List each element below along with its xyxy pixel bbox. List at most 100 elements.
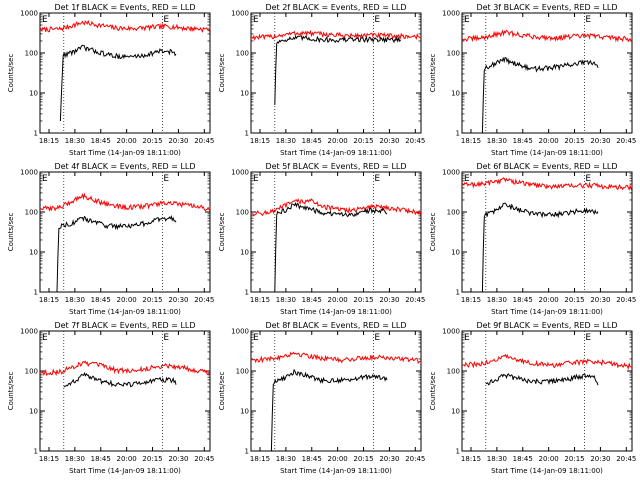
e-marker: E xyxy=(585,174,591,184)
e-marker: E xyxy=(253,15,259,25)
y-tick-label: 1000 xyxy=(231,328,249,336)
x-tick-label: 18:30 xyxy=(65,455,85,463)
x-tick-label: 18:30 xyxy=(276,296,296,304)
chart-panel: Det 7f BLACK = Events, RED = LLD Counts/s… xyxy=(7,321,214,475)
y-tick-label: 100 xyxy=(25,209,38,217)
e-marker: E xyxy=(253,174,259,184)
chart-panel: Det 5f BLACK = Events, RED = LLD Counts/s… xyxy=(218,162,425,316)
x-tick-label: 18:30 xyxy=(487,455,507,463)
series-line-lld xyxy=(461,353,633,371)
chart-title: Det 4f BLACK = Events, RED = LLD xyxy=(54,162,195,171)
y-axis-label: Counts/sec xyxy=(7,372,15,411)
y-tick-label: 10 xyxy=(29,249,38,257)
x-tick-label: 20:45 xyxy=(405,455,425,463)
x-tick-label: 18:15 xyxy=(250,455,270,463)
x-tick-label: 20:30 xyxy=(590,296,610,304)
x-tick-label: 18:45 xyxy=(513,296,533,304)
chart-panel: Det 2f BLACK = Events, RED = LLD Counts/s… xyxy=(218,3,425,157)
x-tick-label: 20:45 xyxy=(616,296,636,304)
x-tick-label: 18:15 xyxy=(461,455,481,463)
y-tick-label: 10 xyxy=(451,90,460,98)
x-tick-label: 20:15 xyxy=(564,455,584,463)
x-tick-label: 20:30 xyxy=(379,296,399,304)
x-axis-label: Start Time (14-Jan-09 18:11:00) xyxy=(69,467,181,475)
x-tick-label: 18:45 xyxy=(513,137,533,145)
e-marker: E xyxy=(585,15,591,25)
x-tick-label: 20:30 xyxy=(379,455,399,463)
e-marker: E xyxy=(374,15,380,25)
x-tick-label: 20:45 xyxy=(194,137,214,145)
plot-frame xyxy=(461,171,633,293)
x-tick-label: 20:00 xyxy=(117,296,137,304)
chart-panel: Det 9f BLACK = Events, RED = LLD Counts/s… xyxy=(429,321,636,475)
y-axis-label: Counts/sec xyxy=(7,54,15,93)
x-tick-label: 20:30 xyxy=(590,455,610,463)
y-tick-label: 1000 xyxy=(20,10,38,18)
chart-title: Det 5f BLACK = Events, RED = LLD xyxy=(265,162,406,171)
y-axis-label: Counts/sec xyxy=(218,54,226,93)
x-axis-label: Start Time (14-Jan-09 18:11:00) xyxy=(69,308,181,316)
x-axis-label: Start Time (14-Jan-09 18:11:00) xyxy=(491,308,603,316)
chart-title: Det 3f BLACK = Events, RED = LLD xyxy=(476,3,617,12)
e-marker: E xyxy=(464,174,470,184)
series-line-events xyxy=(481,56,599,134)
x-tick-label: 18:45 xyxy=(91,455,111,463)
y-tick-label: 10 xyxy=(240,90,249,98)
e-marker: E xyxy=(464,15,470,25)
x-tick-label: 18:30 xyxy=(65,296,85,304)
chart-panel: Det 6f BLACK = Events, RED = LLD Counts/s… xyxy=(429,162,636,316)
y-tick-label: 1 xyxy=(245,289,249,297)
x-tick-label: 20:45 xyxy=(194,455,214,463)
y-tick-label: 100 xyxy=(25,368,38,376)
chart-panel: Det 8f BLACK = Events, RED = LLD Counts/s… xyxy=(218,321,425,475)
y-tick-label: 100 xyxy=(447,209,460,217)
chart-title: Det 1f BLACK = Events, RED = LLD xyxy=(54,3,195,12)
e-marker: E xyxy=(464,333,470,343)
y-axis-label: Counts/sec xyxy=(218,372,226,411)
series-line-lld xyxy=(40,19,211,33)
series-line-lld xyxy=(251,29,422,42)
chart-title: Det 7f BLACK = Events, RED = LLD xyxy=(54,321,195,330)
y-tick-label: 1000 xyxy=(231,169,249,177)
x-tick-label: 20:15 xyxy=(353,455,373,463)
y-tick-label: 1 xyxy=(456,448,460,456)
x-tick-label: 20:30 xyxy=(168,455,188,463)
x-tick-label: 18:15 xyxy=(39,455,59,463)
x-axis-label: Start Time (14-Jan-09 18:11:00) xyxy=(491,467,603,475)
y-tick-label: 10 xyxy=(240,249,249,257)
chart-panel: Det 4f BLACK = Events, RED = LLD Counts/s… xyxy=(7,162,214,316)
series-line-events xyxy=(56,215,177,293)
series-line-events xyxy=(485,372,599,386)
e-marker: E xyxy=(163,174,169,184)
series-line-lld xyxy=(40,192,211,212)
series-line-lld xyxy=(461,177,633,191)
x-tick-label: 20:45 xyxy=(616,455,636,463)
e-marker: E xyxy=(42,15,48,25)
x-tick-label: 20:30 xyxy=(168,137,188,145)
chart-title: Det 8f BLACK = Events, RED = LLD xyxy=(265,321,406,330)
x-tick-label: 20:00 xyxy=(117,137,137,145)
x-axis-label: Start Time (14-Jan-09 18:11:00) xyxy=(280,467,392,475)
y-axis-label: Counts/sec xyxy=(218,213,226,252)
x-axis-label: Start Time (14-Jan-09 18:11:00) xyxy=(280,308,392,316)
chart-title: Det 9f BLACK = Events, RED = LLD xyxy=(476,321,617,330)
x-axis-label: Start Time (14-Jan-09 18:11:00) xyxy=(69,149,181,157)
y-tick-label: 1 xyxy=(456,289,460,297)
y-tick-label: 1000 xyxy=(442,328,460,336)
x-tick-label: 20:15 xyxy=(142,137,162,145)
x-tick-label: 20:45 xyxy=(405,296,425,304)
series-line-events xyxy=(481,202,599,293)
x-tick-label: 18:30 xyxy=(276,455,296,463)
x-tick-label: 20:00 xyxy=(328,296,348,304)
y-tick-label: 100 xyxy=(25,50,38,58)
y-tick-label: 1000 xyxy=(20,169,38,177)
series-line-events xyxy=(270,368,388,452)
x-tick-label: 20:45 xyxy=(616,137,636,145)
e-marker: E xyxy=(374,174,380,184)
series-line-events xyxy=(63,371,177,388)
y-tick-label: 10 xyxy=(451,408,460,416)
x-tick-label: 18:15 xyxy=(39,296,59,304)
x-tick-label: 20:30 xyxy=(379,137,399,145)
y-tick-label: 10 xyxy=(240,408,249,416)
